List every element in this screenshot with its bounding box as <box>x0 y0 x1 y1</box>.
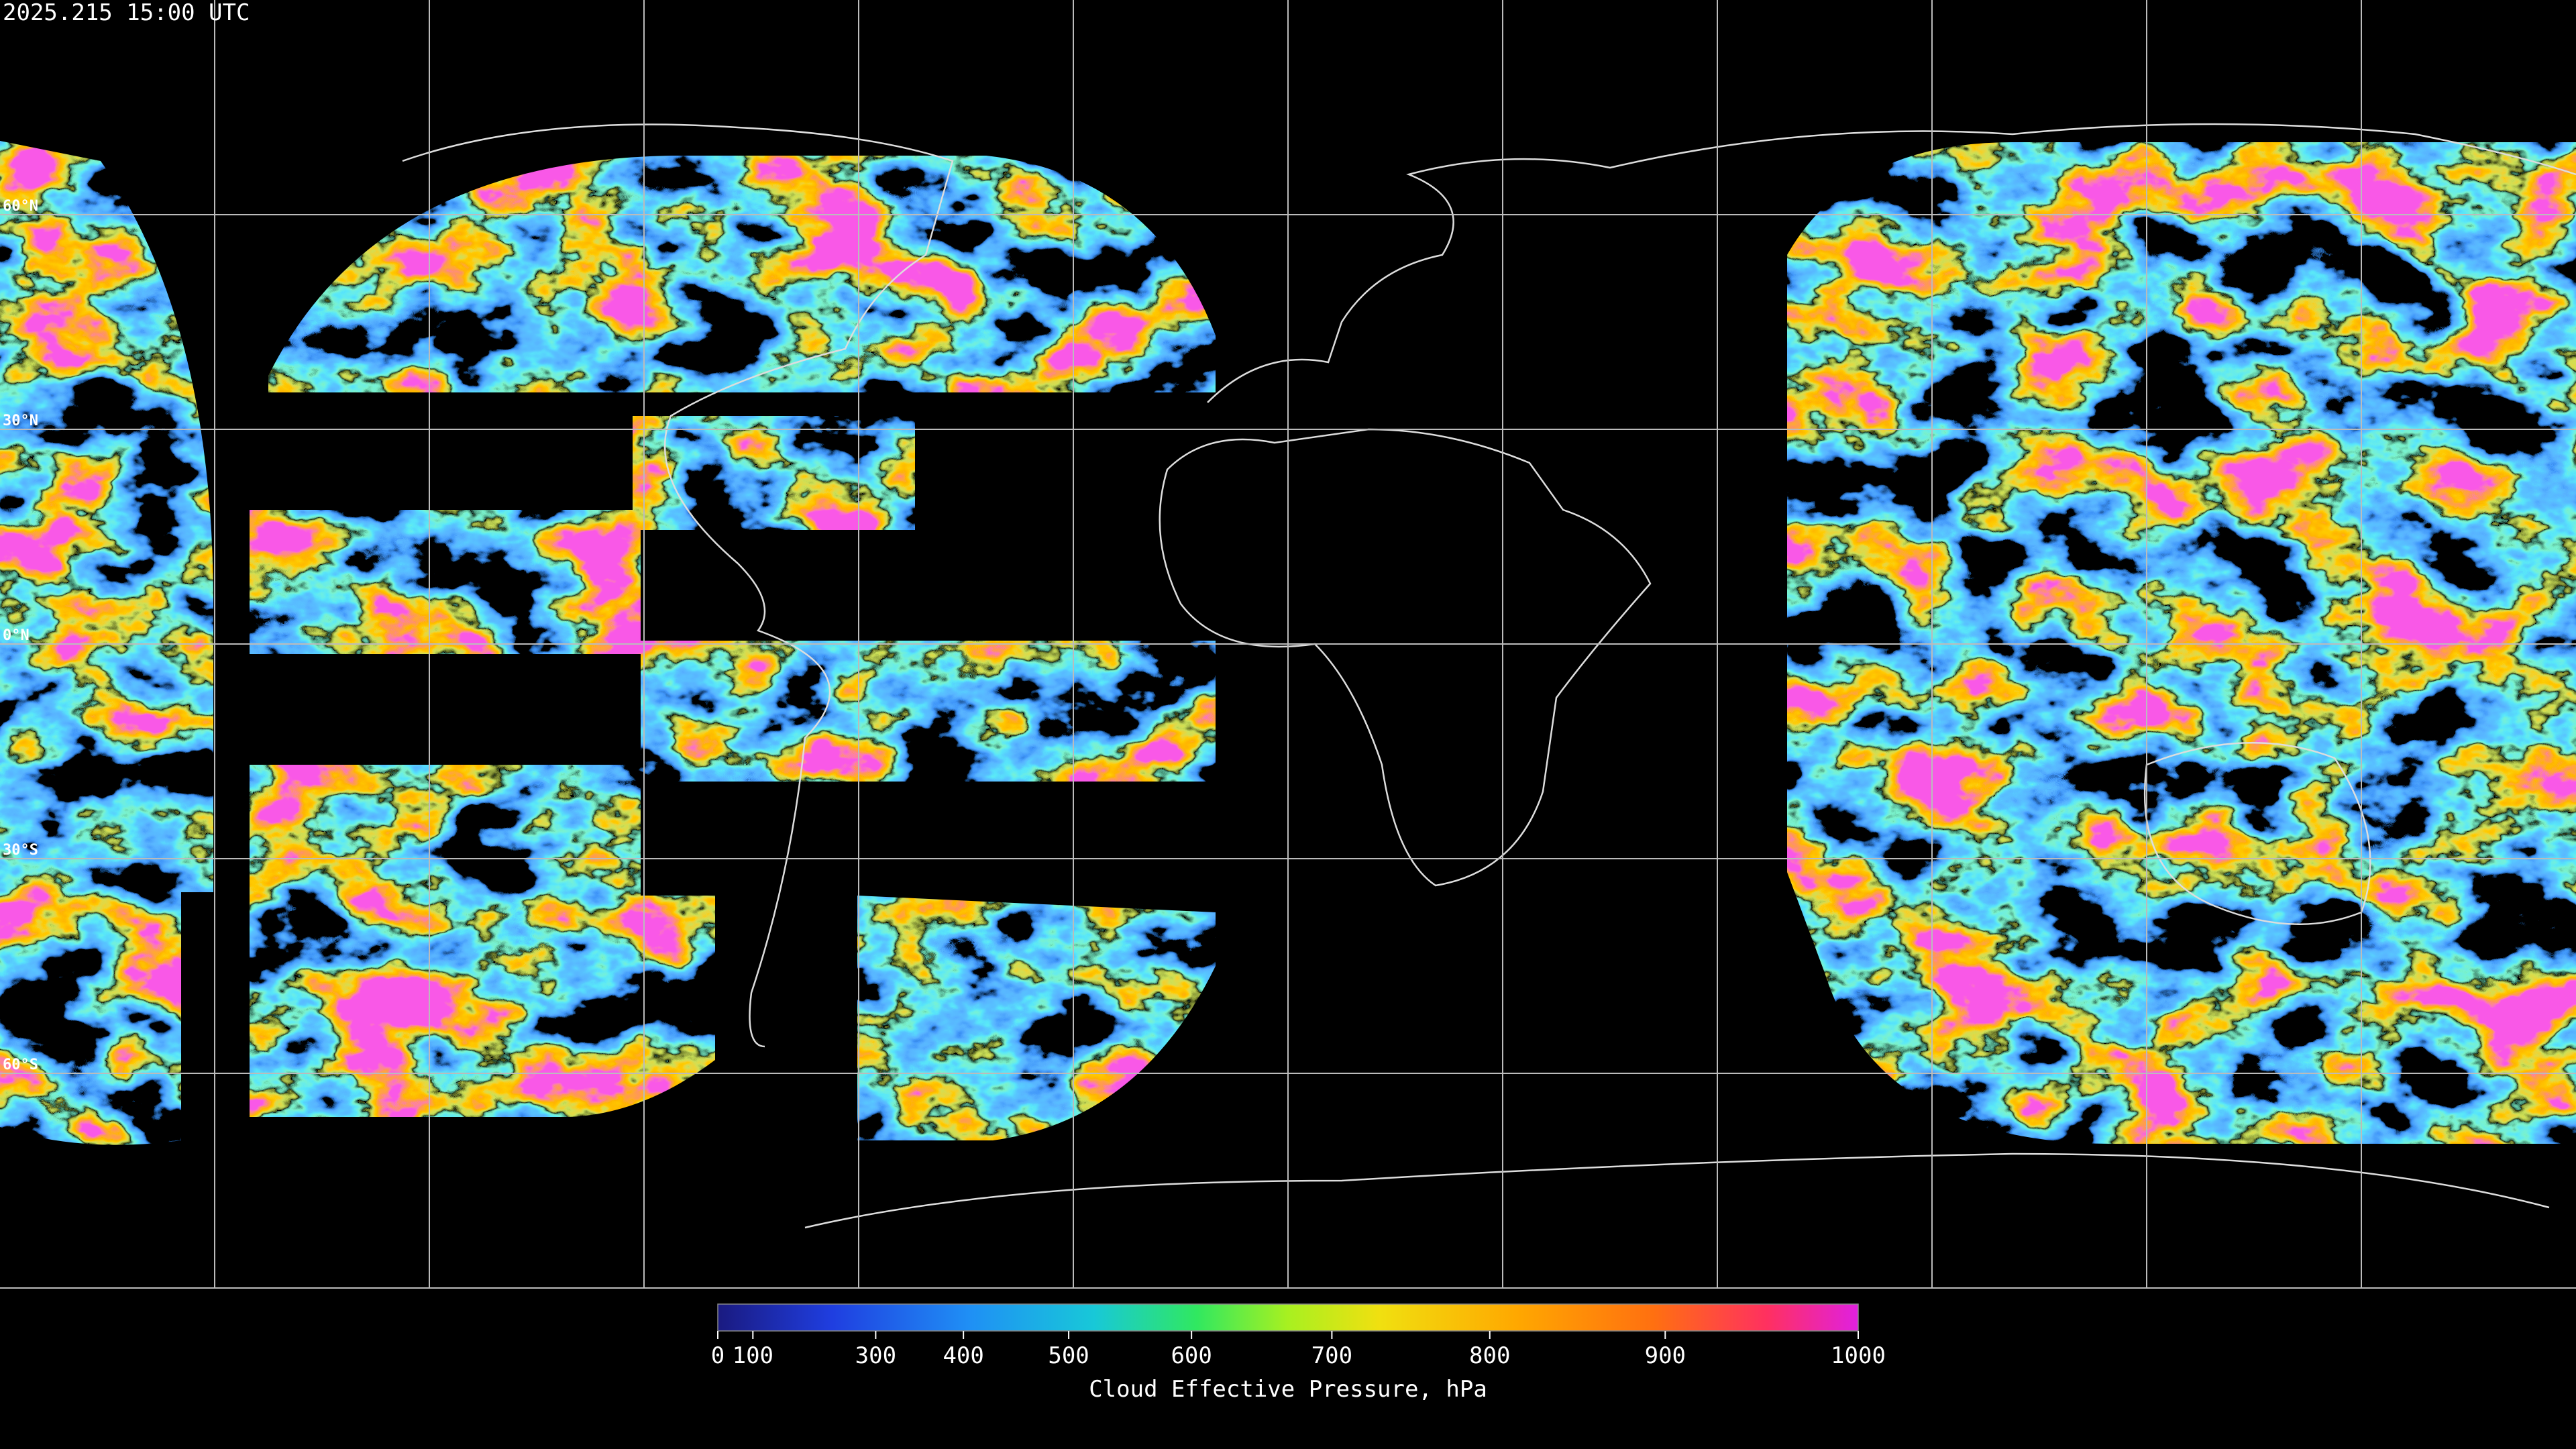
colorbar-tick-label: 0 <box>711 1342 724 1369</box>
latitude-label: 60°N <box>3 198 38 215</box>
timestamp: 2025.215 15:00 UTC <box>3 0 250 26</box>
colorbar <box>717 1303 1859 1332</box>
coastlines <box>402 123 2576 1229</box>
graticule: 60°N 30°N 0°N 30°S 60°S <box>0 0 2576 1289</box>
coastline <box>1159 428 1652 887</box>
colorbar-tick-label: 1000 <box>1831 1342 1886 1369</box>
colorbar-tick-label: 500 <box>1048 1342 1089 1369</box>
coastline <box>804 1152 2550 1229</box>
coastline <box>402 123 954 1048</box>
colorbar-tick-label: 300 <box>855 1342 896 1369</box>
latitude-label: 30°N <box>3 413 38 429</box>
colorbar-tick-label: 100 <box>733 1342 773 1369</box>
latitude-label: 0°N <box>3 627 30 644</box>
coastline <box>1207 123 2576 403</box>
latitude-label: 30°S <box>3 842 38 859</box>
colorbar-tick-label: 900 <box>1645 1342 1686 1369</box>
colorbar-ticks: 0 100 300 400 500 600 700 800 900 1000 <box>711 1331 1886 1369</box>
latitude-label: 60°S <box>3 1057 38 1073</box>
colorbar-tick-label: 700 <box>1311 1342 1352 1369</box>
colorbar-tick-label: 800 <box>1469 1342 1510 1369</box>
colorbar-label: Cloud Effective Pressure, hPa <box>1089 1376 1487 1403</box>
colorbar-tick-label: 400 <box>943 1342 983 1369</box>
colorbar-tick-label: 600 <box>1171 1342 1212 1369</box>
